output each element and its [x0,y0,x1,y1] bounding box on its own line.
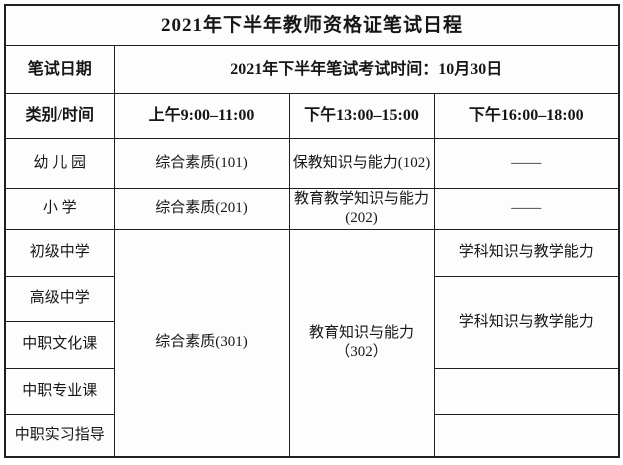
category-senior-high: 高级中学 [4,275,115,322]
exam-date-row: 笔试日期 2021年下半年笔试考试时间：10月30日 [4,44,620,94]
cell-primary-afternoon1-line2: (202) [345,209,378,226]
category-kindergarten: 幼 儿 园 [4,137,115,189]
cell-merged-morning-301: 综合素质(301) [113,228,290,458]
row-primary-school: 小 学 综合素质(201) 教育教学知识与能力 (202) —— [4,187,620,230]
row-voc-internship: 中职实习指导 [4,413,620,458]
category-voc-culture: 中职文化课 [4,320,115,369]
cell-merged-afternoon1-line1: 教育知识与能力 [308,324,414,341]
title-row: 2021年下半年教师资格证笔试日程 [4,4,620,46]
column-header-row: 类别/时间 上午9:00–11:00 下午13:00–15:00 下午16:00… [4,92,620,139]
cell-voc-major-afternoon2-empty [433,367,620,415]
cell-primary-morning: 综合素质(201) [113,187,290,230]
col-header-afternoon-1: 下午13:00–15:00 [288,92,435,139]
col-header-morning: 上午9:00–11:00 [113,92,290,139]
col-header-category: 类别/时间 [4,92,115,139]
col-header-afternoon-2: 下午16:00–18:00 [433,92,620,139]
exam-date-value: 2021年下半年笔试考试时间：10月30日 [113,44,620,94]
cell-primary-afternoon1-line1: 教育教学知识与能力 [293,190,429,207]
category-junior-high: 初级中学 [4,228,115,277]
row-voc-major: 中职专业课 [4,367,620,415]
cell-primary-afternoon1: 教育教学知识与能力 (202) [288,187,435,230]
row-kindergarten: 幼 儿 园 综合素质(101) 保教知识与能力(102) —— [4,137,620,189]
exam-schedule-table: 2021年下半年教师资格证笔试日程 笔试日期 2021年下半年笔试考试时间：10… [4,4,621,458]
row-senior-high: 高级中学 学科知识与教学能力 [4,275,620,369]
category-voc-major: 中职专业课 [4,367,115,415]
cell-merged-afternoon1-line2: （302） [335,343,388,360]
cell-kindergarten-afternoon2: —— [433,137,620,189]
row-junior-high: 初级中学 综合素质(301) 教育知识与能力 （302） 学科知识与教学能力 [4,228,620,458]
exam-date-label: 笔试日期 [4,44,115,94]
cell-kindergarten-afternoon1: 保教知识与能力(102) [288,137,435,189]
cell-junior-afternoon2: 学科知识与教学能力 [433,228,620,277]
category-voc-internship: 中职实习指导 [4,413,115,458]
cell-voc-internship-afternoon2-empty [433,413,620,458]
cell-merged-afternoon1-302: 教育知识与能力 （302） [288,228,435,458]
cell-primary-afternoon2: —— [433,187,620,230]
page-title: 2021年下半年教师资格证笔试日程 [4,4,620,46]
category-primary-school: 小 学 [4,187,115,230]
cell-senior-voc-culture-afternoon2: 学科知识与教学能力 [433,275,620,369]
cell-kindergarten-morning: 综合素质(101) [113,137,290,189]
